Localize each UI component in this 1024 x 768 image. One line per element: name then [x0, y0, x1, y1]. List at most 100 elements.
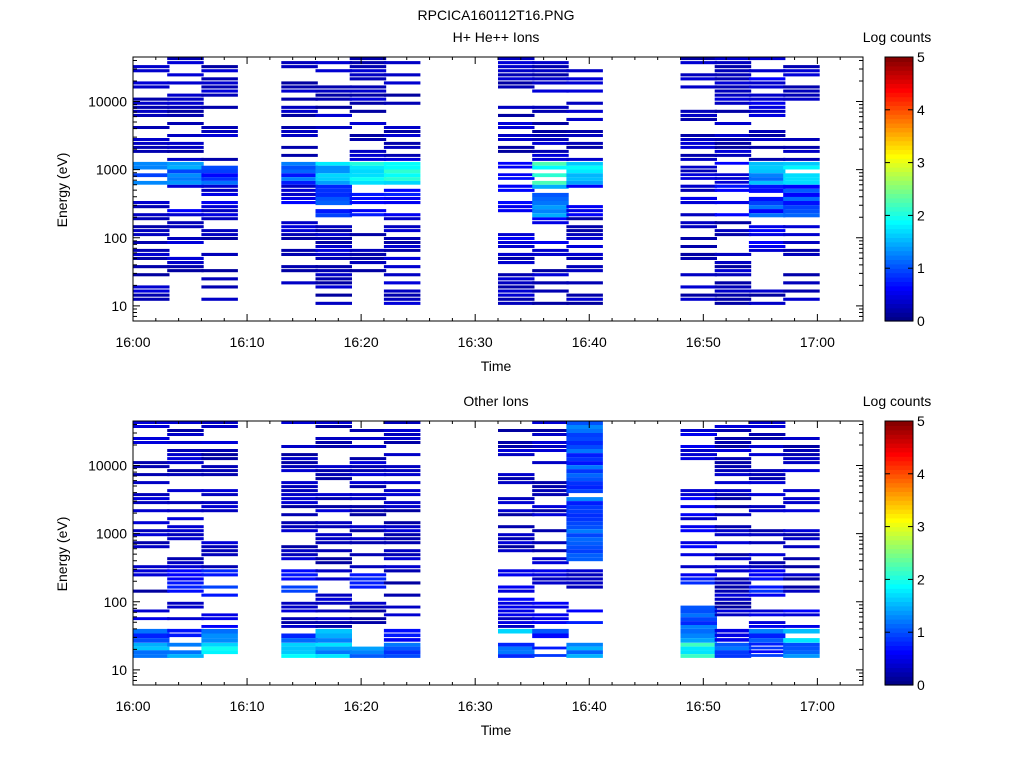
heatmap-cell	[349, 261, 387, 265]
heatmap-cell	[349, 109, 387, 113]
heatmap-cell	[532, 161, 569, 166]
heatmap-cell	[315, 633, 352, 639]
heatmap-cell	[201, 465, 238, 469]
heatmap-cell	[748, 93, 786, 97]
colorbar-swatch	[885, 676, 913, 682]
heatmap-cell	[315, 597, 352, 601]
colorbar-swatch	[885, 180, 913, 186]
heatmap-cell	[714, 265, 752, 269]
colorbar-swatch	[885, 641, 913, 646]
heatmap-cell	[167, 525, 204, 529]
heatmap-cell	[201, 177, 238, 181]
heatmap-cell	[383, 256, 421, 260]
heatmap-cell	[680, 545, 717, 549]
heatmap-cell	[783, 188, 820, 193]
heatmap-cell	[315, 601, 352, 605]
colorbar-label: Log counts	[863, 29, 932, 45]
heatmap-cell	[383, 505, 421, 509]
heatmap-cell	[714, 469, 752, 473]
heatmap-cell	[315, 425, 352, 428]
heatmap-cell	[167, 605, 204, 609]
heatmap-cell	[315, 229, 352, 233]
colorbar-swatch	[885, 421, 913, 426]
heatmap-cell	[315, 126, 352, 129]
heatmap-cell	[349, 577, 387, 581]
colorbar-tick-label: 5	[917, 49, 925, 65]
heatmap-cell	[201, 269, 238, 273]
heatmap-cell	[532, 273, 569, 277]
heatmap-cell	[281, 153, 318, 157]
heatmap-cell	[349, 153, 387, 157]
colorbar-swatch	[885, 522, 913, 528]
heatmap-cell	[349, 93, 387, 97]
heatmap-cell	[714, 229, 752, 233]
heatmap-cell	[566, 205, 603, 209]
heatmap-cell	[349, 252, 387, 256]
colorbar-swatch	[885, 654, 913, 660]
heatmap-cell	[383, 489, 421, 493]
heatmap-cell	[315, 421, 352, 424]
heatmap-cell	[783, 281, 820, 285]
heatmap-cell	[349, 256, 387, 260]
heatmap-cell	[349, 73, 387, 77]
x-axis-label: Time	[481, 722, 512, 738]
heatmap-cell	[349, 573, 387, 577]
x-tick-label: 16:10	[230, 334, 265, 350]
heatmap-cell	[566, 269, 603, 273]
heatmap-cell	[532, 180, 569, 185]
colorbar-swatch	[885, 259, 913, 265]
heatmap-cell	[714, 145, 752, 149]
heatmap-cell	[281, 513, 318, 517]
heatmap-cell	[133, 573, 170, 577]
heatmap-cell	[349, 513, 387, 517]
heatmap-cell	[133, 161, 170, 166]
heatmap-cell	[315, 654, 352, 658]
heatmap-cell	[201, 545, 238, 549]
heatmap-cell	[281, 184, 318, 188]
heatmap-cell	[680, 605, 717, 610]
heatmap-cell	[714, 642, 752, 647]
heatmap-cell	[133, 617, 170, 621]
heatmap-cell	[167, 225, 204, 229]
colorbar-swatch	[885, 268, 913, 274]
heatmap-cell	[167, 81, 204, 85]
heatmap-cell	[281, 617, 318, 621]
heatmap-cell	[532, 485, 569, 489]
heatmap-cell	[281, 445, 318, 448]
colorbar-swatch	[885, 127, 913, 133]
heatmap-cell	[532, 421, 569, 424]
heatmap-cell	[133, 509, 170, 513]
heatmap-cell	[714, 233, 752, 237]
colorbar-swatch	[885, 233, 913, 238]
heatmap-cell	[680, 449, 717, 452]
heatmap-cell	[349, 585, 387, 589]
heatmap-cell	[566, 553, 603, 558]
heatmap-cell	[748, 477, 786, 481]
heatmap-cell	[133, 126, 170, 129]
heatmap-cell	[498, 297, 535, 301]
heatmap-cell	[566, 585, 603, 589]
heatmap-cell	[349, 437, 387, 440]
heatmap-cell	[680, 213, 717, 217]
heatmap-cell	[498, 261, 535, 265]
heatmap-cell	[748, 161, 786, 166]
heatmap-cell	[349, 122, 387, 125]
heatmap-cell	[680, 177, 717, 180]
colorbar-swatch	[885, 61, 913, 67]
colorbar-swatch	[885, 465, 913, 470]
colorbar-swatch	[885, 87, 913, 93]
heatmap-cell	[680, 293, 717, 297]
heatmap-cell	[133, 650, 170, 655]
heatmap-cell	[566, 621, 603, 624]
heatmap-cell	[498, 173, 535, 177]
colorbar-swatch	[885, 189, 913, 194]
heatmap-cell	[281, 201, 318, 205]
x-tick-label: 17:00	[800, 698, 835, 714]
heatmap-cell	[167, 489, 204, 493]
heatmap-cell	[349, 196, 387, 200]
x-tick-label: 16:00	[115, 698, 150, 714]
heatmap-cell	[281, 97, 318, 101]
heatmap-cell	[383, 141, 421, 145]
heatmap-cell	[714, 441, 752, 444]
heatmap-cell	[498, 605, 535, 609]
